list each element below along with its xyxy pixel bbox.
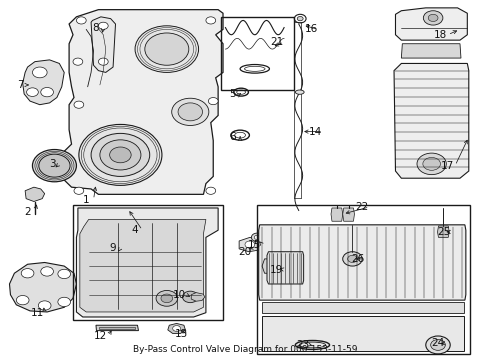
Text: 15: 15	[248, 239, 261, 249]
Polygon shape	[168, 323, 185, 333]
Circle shape	[21, 269, 34, 278]
Polygon shape	[262, 302, 464, 313]
Text: 11: 11	[31, 308, 44, 318]
Circle shape	[98, 22, 108, 30]
Text: 12: 12	[94, 331, 107, 341]
Text: By-Pass Control Valve Diagram for 000-153-11-59: By-Pass Control Valve Diagram for 000-15…	[133, 345, 357, 354]
Polygon shape	[331, 208, 343, 221]
Text: 19: 19	[270, 265, 283, 275]
Polygon shape	[99, 327, 135, 329]
Text: 2: 2	[24, 207, 31, 217]
Text: 6: 6	[229, 132, 236, 142]
Circle shape	[16, 296, 29, 305]
Circle shape	[91, 134, 150, 176]
Text: 7: 7	[17, 80, 24, 90]
Circle shape	[32, 149, 76, 182]
Text: 18: 18	[434, 30, 447, 40]
Circle shape	[135, 26, 198, 72]
Circle shape	[145, 33, 189, 65]
Polygon shape	[438, 226, 449, 237]
Polygon shape	[96, 325, 139, 330]
Circle shape	[423, 11, 443, 25]
Circle shape	[254, 235, 260, 239]
Circle shape	[245, 241, 255, 248]
Polygon shape	[191, 293, 205, 301]
Circle shape	[26, 88, 38, 96]
Circle shape	[347, 255, 357, 262]
Circle shape	[100, 140, 141, 170]
Polygon shape	[9, 262, 76, 312]
Text: 1: 1	[83, 195, 90, 205]
Polygon shape	[64, 10, 223, 194]
Circle shape	[206, 17, 216, 24]
Polygon shape	[80, 220, 206, 312]
Circle shape	[208, 98, 218, 105]
Text: 26: 26	[351, 254, 364, 264]
Circle shape	[79, 125, 162, 185]
Circle shape	[156, 291, 177, 306]
Bar	[257, 205, 470, 354]
Circle shape	[32, 67, 47, 78]
Bar	[220, 17, 294, 90]
Text: 14: 14	[309, 127, 322, 136]
Polygon shape	[239, 237, 264, 252]
Circle shape	[58, 269, 71, 279]
Circle shape	[172, 98, 209, 126]
Text: 16: 16	[304, 24, 318, 35]
Circle shape	[206, 187, 216, 194]
Circle shape	[426, 336, 450, 354]
Polygon shape	[76, 208, 218, 317]
Circle shape	[343, 252, 362, 266]
Polygon shape	[91, 17, 116, 72]
Text: 9: 9	[110, 243, 117, 253]
Circle shape	[98, 58, 108, 65]
Circle shape	[73, 58, 83, 65]
Polygon shape	[395, 8, 467, 40]
Text: 10: 10	[172, 290, 186, 300]
Circle shape	[110, 147, 131, 163]
Polygon shape	[394, 63, 469, 178]
Text: 21: 21	[270, 37, 283, 47]
Polygon shape	[25, 187, 45, 202]
Circle shape	[41, 267, 53, 276]
Circle shape	[178, 103, 202, 121]
Circle shape	[294, 14, 306, 23]
Circle shape	[58, 297, 71, 307]
Text: 25: 25	[438, 227, 451, 237]
Circle shape	[431, 339, 445, 350]
Circle shape	[251, 233, 263, 242]
Text: 24: 24	[431, 338, 444, 348]
Polygon shape	[259, 225, 466, 300]
Circle shape	[161, 294, 172, 303]
Polygon shape	[401, 44, 461, 58]
Ellipse shape	[295, 90, 304, 94]
Polygon shape	[23, 60, 64, 105]
Circle shape	[74, 187, 84, 194]
Circle shape	[74, 101, 84, 108]
Circle shape	[41, 87, 53, 97]
Polygon shape	[343, 208, 354, 221]
Polygon shape	[262, 316, 464, 351]
Text: 13: 13	[175, 329, 188, 339]
Text: 3: 3	[49, 159, 55, 169]
Text: 4: 4	[132, 225, 138, 235]
Bar	[73, 205, 223, 320]
Circle shape	[417, 153, 446, 175]
Text: 22: 22	[356, 202, 369, 212]
Circle shape	[39, 154, 70, 177]
Circle shape	[182, 291, 198, 303]
Circle shape	[428, 14, 438, 22]
Polygon shape	[262, 259, 301, 273]
Circle shape	[172, 325, 180, 331]
Circle shape	[38, 301, 51, 310]
Text: 8: 8	[93, 23, 99, 33]
Text: 20: 20	[239, 247, 251, 257]
Text: 23: 23	[296, 340, 309, 350]
Circle shape	[423, 157, 441, 170]
Text: 17: 17	[441, 161, 454, 171]
Circle shape	[76, 17, 86, 24]
Circle shape	[297, 17, 303, 21]
Text: 5: 5	[229, 89, 236, 99]
Polygon shape	[267, 252, 304, 284]
